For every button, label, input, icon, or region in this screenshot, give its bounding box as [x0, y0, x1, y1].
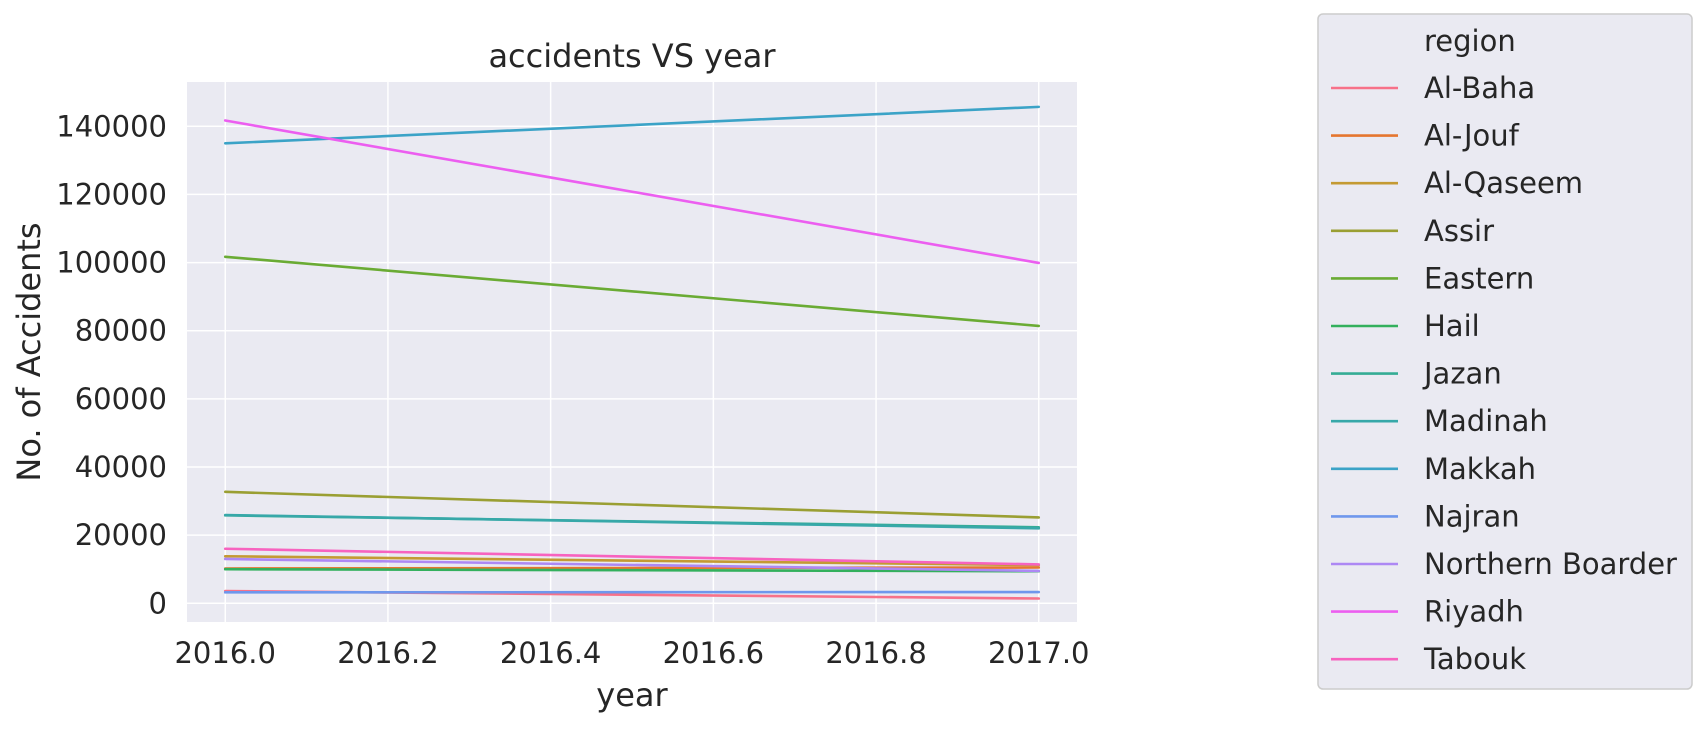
y-tick-label: 100000 [56, 246, 167, 280]
legend-label: Najran [1424, 499, 1520, 533]
plot-background [187, 82, 1077, 622]
y-tick-label: 20000 [75, 518, 167, 552]
x-tick-label: 2016.4 [500, 636, 601, 670]
series-line-eastern [223, 255, 1041, 328]
x-tick-label: 2016.6 [663, 636, 764, 670]
series-line-madinah [223, 513, 1041, 530]
y-tick-label: 120000 [56, 177, 167, 211]
series-line-northern-boarder [223, 557, 1041, 573]
y-tick-label: 140000 [56, 109, 167, 143]
chart-title: accidents VS year [488, 37, 776, 75]
y-tick-label: 0 [149, 586, 167, 620]
legend-label: Jazan [1422, 357, 1502, 391]
series-line-makkah [223, 105, 1041, 145]
legend-label: Makkah [1424, 452, 1536, 486]
series-line-riyadh [223, 119, 1041, 265]
x-tick-labels: 2016.0 2016.2 2016.4 2016.6 2016.8 2017.0 [174, 636, 1089, 670]
legend-label: Al-Qaseem [1424, 166, 1583, 200]
y-tick-labels: 0 20000 40000 60000 80000 100000 120000 140000 [56, 109, 167, 620]
legend-box [1317, 13, 1693, 690]
legend-items: Al-Baha Al-Jouf Al-Qaseem Assir Eastern Hail J… [1331, 71, 1677, 676]
x-tick-label: 2017.0 [988, 636, 1089, 670]
legend-label: Al-Baha [1424, 71, 1535, 105]
legend-title: region [1424, 24, 1516, 58]
x-axis-title: year [596, 676, 668, 714]
x-tick-label: 2016.2 [337, 636, 438, 670]
series-line-tabouk [223, 547, 1041, 566]
x-tick-label: 2016.0 [174, 636, 275, 670]
series-line-al-qaseem [223, 554, 1041, 567]
legend-label: Riyadh [1424, 595, 1524, 629]
legend: region Al-Baha Al-Jouf Al-Qaseem Assir Easte… [1317, 13, 1693, 690]
legend-label: Eastern [1424, 261, 1534, 295]
y-tick-label: 80000 [75, 314, 167, 348]
y-axis-title: No. of Accidents [10, 222, 48, 481]
y-tick-label: 40000 [75, 450, 167, 484]
x-gridlines [224, 82, 1040, 622]
series-line-hail [223, 567, 1041, 573]
legend-label: Tabouk [1423, 642, 1526, 676]
legend-label: Madinah [1424, 404, 1548, 438]
series-lines [223, 105, 1041, 600]
x-tick-label: 2016.8 [825, 636, 926, 670]
legend-label: Assir [1424, 214, 1494, 248]
legend-label: Hail [1424, 309, 1480, 343]
series-line-assir [223, 490, 1041, 519]
legend-label: Northern Boarder [1424, 547, 1677, 581]
legend-label: Al-Jouf [1424, 119, 1520, 153]
y-tick-label: 60000 [75, 382, 167, 416]
